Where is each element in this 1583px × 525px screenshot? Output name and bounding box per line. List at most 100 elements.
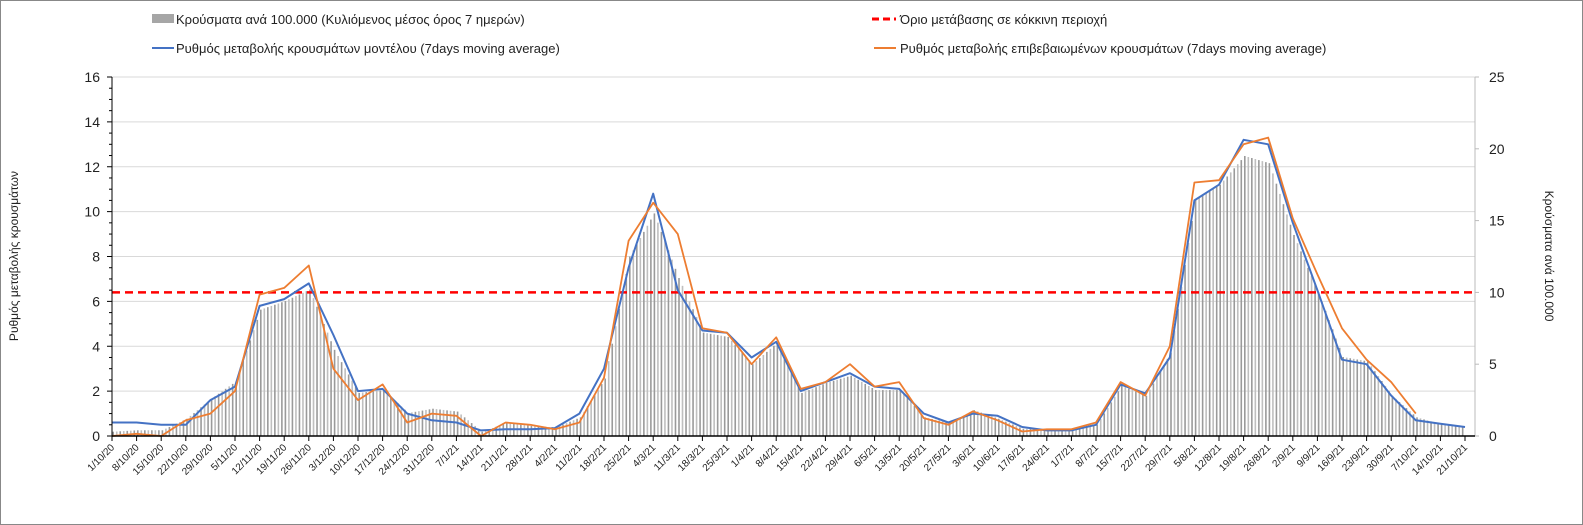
bar-cases-per-100k bbox=[263, 308, 266, 436]
y-left-tick-label: 6 bbox=[92, 293, 100, 309]
bar-cases-per-100k bbox=[491, 427, 494, 436]
bar-cases-per-100k bbox=[1328, 320, 1330, 436]
bar-cases-per-100k bbox=[326, 332, 329, 436]
bar-cases-per-100k bbox=[906, 397, 909, 436]
bar-cases-per-100k bbox=[122, 431, 125, 436]
bar-cases-per-100k bbox=[390, 396, 392, 436]
bar-cases-per-100k bbox=[1451, 425, 1453, 436]
bar-cases-per-100k bbox=[530, 425, 533, 436]
bar-cases-per-100k bbox=[1208, 190, 1211, 436]
bar-cases-per-100k bbox=[1384, 385, 1387, 436]
bar-cases-per-100k bbox=[1152, 383, 1155, 436]
bar-cases-per-100k bbox=[1078, 428, 1081, 436]
line-confirmed bbox=[111, 136, 1417, 437]
bar-cases-per-100k bbox=[625, 273, 628, 436]
bar-cases-per-100k bbox=[309, 289, 311, 436]
bar-cases-per-100k bbox=[449, 410, 452, 436]
bar-cases-per-100k bbox=[1012, 424, 1014, 436]
bar-cases-per-100k bbox=[811, 388, 814, 436]
bar-cases-per-100k bbox=[477, 428, 480, 436]
bar-cases-per-100k bbox=[337, 355, 339, 436]
bar-cases-per-100k bbox=[629, 256, 631, 436]
bar-cases-per-100k bbox=[428, 409, 431, 436]
bar-cases-per-100k bbox=[551, 427, 554, 436]
bar-cases-per-100k bbox=[1244, 155, 1246, 437]
bar-cases-per-100k bbox=[305, 291, 308, 436]
bar-cases-per-100k bbox=[903, 393, 905, 436]
bar-cases-per-100k bbox=[1131, 390, 1134, 436]
bar-cases-per-100k bbox=[407, 413, 410, 436]
bar-cases-per-100k bbox=[404, 409, 406, 436]
bar-cases-per-100k bbox=[607, 361, 610, 436]
bar-cases-per-100k bbox=[541, 426, 543, 436]
x-tick-label: 25/3/21 bbox=[701, 442, 733, 474]
bar-cases-per-100k bbox=[1106, 407, 1109, 436]
bar-cases-per-100k bbox=[636, 244, 638, 436]
bar-cases-per-100k bbox=[959, 417, 961, 436]
bar-cases-per-100k bbox=[766, 351, 768, 436]
bar-cases-per-100k bbox=[759, 358, 761, 436]
bar-cases-per-100k bbox=[1236, 164, 1239, 436]
bar-cases-per-100k bbox=[1219, 184, 1221, 436]
bar-cases-per-100k bbox=[558, 425, 561, 436]
bar-cases-per-100k bbox=[674, 268, 677, 436]
bar-cases-per-100k bbox=[1138, 392, 1141, 436]
bar-cases-per-100k bbox=[966, 413, 968, 436]
bar-cases-per-100k bbox=[660, 231, 663, 436]
bar-cases-per-100k bbox=[442, 409, 445, 436]
bar-cases-per-100k bbox=[1156, 377, 1158, 436]
bar-cases-per-100k bbox=[976, 411, 979, 436]
bar-cases-per-100k bbox=[1356, 359, 1359, 436]
bar-cases-per-100k bbox=[614, 326, 617, 436]
bar-cases-per-100k bbox=[1293, 234, 1295, 436]
bar-cases-per-100k bbox=[186, 418, 188, 436]
bar-cases-per-100k bbox=[372, 391, 375, 436]
bar-cases-per-100k bbox=[590, 400, 592, 436]
bar-cases-per-100k bbox=[523, 425, 526, 436]
x-tick-label: 26/8/21 bbox=[1242, 442, 1274, 474]
bar-cases-per-100k bbox=[632, 250, 635, 436]
bar-cases-per-100k bbox=[375, 390, 378, 436]
bar-cases-per-100k bbox=[400, 406, 403, 436]
bar-cases-per-100k bbox=[1363, 360, 1366, 436]
bar-cases-per-100k bbox=[1040, 428, 1042, 436]
bar-cases-per-100k bbox=[702, 332, 705, 436]
bar-cases-per-100k bbox=[1036, 428, 1039, 436]
bar-cases-per-100k bbox=[1142, 394, 1144, 436]
bar-cases-per-100k bbox=[572, 420, 575, 436]
bar-cases-per-100k bbox=[1057, 429, 1060, 436]
bar-cases-per-100k bbox=[1092, 425, 1095, 436]
bar-cases-per-100k bbox=[193, 413, 195, 436]
bar-cases-per-100k bbox=[1212, 188, 1214, 436]
legend-model-label: Ρυθμός μεταβολής κρουσμάτων μοντέλου (7d… bbox=[176, 41, 560, 56]
bar-cases-per-100k bbox=[678, 278, 680, 436]
bar-cases-per-100k bbox=[1402, 405, 1404, 436]
bar-cases-per-100k bbox=[368, 391, 371, 436]
bar-cases-per-100k bbox=[639, 238, 642, 436]
bar-cases-per-100k bbox=[432, 408, 434, 436]
y-right-tick-label: 15 bbox=[1489, 213, 1505, 229]
bar-cases-per-100k bbox=[214, 396, 216, 436]
bar-cases-per-100k bbox=[140, 430, 143, 436]
bar-cases-per-100k bbox=[1099, 418, 1102, 436]
bar-cases-per-100k bbox=[783, 357, 786, 436]
bar-cases-per-100k bbox=[235, 381, 237, 436]
bar-cases-per-100k bbox=[808, 390, 810, 436]
bar-cases-per-100k bbox=[664, 241, 666, 436]
bar-cases-per-100k bbox=[952, 421, 954, 436]
bar-cases-per-100k bbox=[776, 342, 779, 436]
bar-cases-per-100k bbox=[983, 413, 986, 436]
bar-cases-per-100k bbox=[1345, 357, 1348, 436]
bar-cases-per-100k bbox=[1314, 284, 1316, 436]
bar-cases-per-100k bbox=[885, 390, 888, 436]
bar-cases-per-100k bbox=[351, 380, 353, 436]
bar-cases-per-100k bbox=[1047, 428, 1049, 436]
bar-cases-per-100k bbox=[787, 364, 789, 436]
bar-cases-per-100k bbox=[734, 344, 737, 436]
bar-cases-per-100k bbox=[790, 371, 793, 436]
y-right-tick-label: 10 bbox=[1489, 284, 1505, 300]
bar-cases-per-100k bbox=[147, 430, 150, 436]
bar-cases-per-100k bbox=[1265, 162, 1267, 437]
bar-cases-per-100k bbox=[650, 219, 652, 436]
bar-cases-per-100k bbox=[298, 294, 301, 436]
